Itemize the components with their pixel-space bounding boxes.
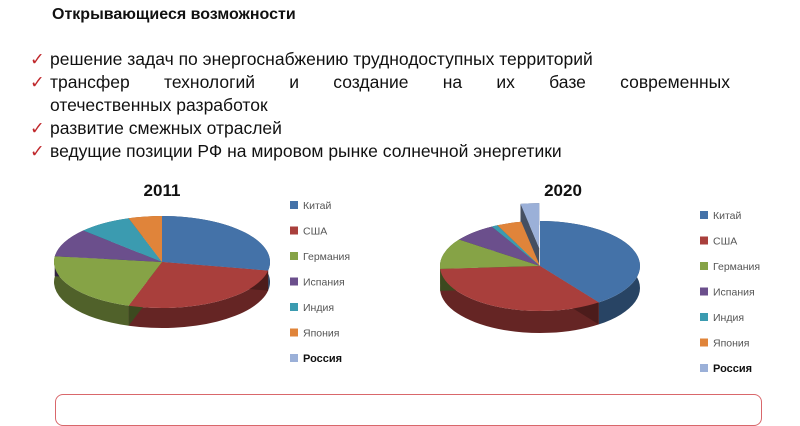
legend-swatch (700, 211, 708, 219)
pie-slice-side (128, 270, 269, 328)
pie-slice-Германия (53, 256, 163, 306)
legend-label: Испания (303, 277, 345, 289)
legend-swatch (290, 226, 298, 235)
pie-charts: 2011 Китай США Германия Испания Индия Япония Ро… (53, 181, 760, 375)
bullet-item: ✓ ведущие позиции РФ на мировом рынке сол… (30, 141, 562, 161)
legend-swatch (290, 354, 298, 362)
pie-slice-Индия (491, 225, 540, 266)
pie-slice-США (128, 262, 269, 308)
legend-label: Россия (303, 353, 342, 365)
legend-swatch (290, 252, 298, 260)
bullet-item: ✓ решение задач по энергоснабжению трудно… (30, 49, 593, 69)
legend-swatch (700, 364, 708, 372)
legend-swatch (700, 338, 708, 347)
pie-slice-Испания (459, 226, 540, 266)
checkmark-icon: ✓ (30, 49, 45, 69)
pie-slice-Япония (497, 221, 540, 266)
legend-label: Япония (303, 328, 339, 340)
checkmark-icon: ✓ (30, 118, 45, 138)
checkmark-icon: ✓ (30, 72, 45, 92)
bullet-item: ✓ развитие смежных отраслей (30, 118, 282, 138)
legend-swatch (700, 262, 708, 270)
legend-swatch (290, 277, 298, 286)
legend-swatch (700, 236, 708, 245)
pie-slice-side (53, 256, 129, 326)
pie-slice-Испания (54, 230, 163, 262)
bullet-list: ✓ решение задач по энергоснабжению трудно… (30, 48, 730, 163)
slide-title: Открывающиеся возможности (52, 6, 296, 23)
pie-slice-Япония (128, 216, 162, 262)
legend-label: Германия (303, 251, 350, 263)
chart-title: 2011 (144, 181, 181, 200)
legend-label: Германия (713, 261, 760, 273)
pie-slice-side (440, 268, 599, 333)
legend-swatch (290, 201, 298, 209)
pie-chart-2011: 2011 Китай США Германия Испания Индия Япония Ро… (53, 181, 350, 365)
legend-label: Китай (713, 210, 742, 222)
pie-chart-2020: 2020 Китай США Германия Испания Индия Япония Ро… (440, 181, 760, 375)
pie-slice-Германия (440, 239, 540, 269)
legend-label: Россия (713, 363, 752, 375)
checkmark-icon: ✓ (30, 141, 45, 161)
legend-swatch (700, 313, 708, 321)
callout-box (55, 394, 762, 426)
legend-label: Китай (303, 200, 332, 212)
bullet-item-continuation: отечественных разработок (50, 95, 268, 115)
pie-slice-Россия (520, 203, 540, 249)
legend-label: Индия (303, 302, 334, 314)
legend-swatch (290, 303, 298, 311)
legend-label: Индия (713, 312, 744, 324)
legend-label: США (713, 236, 737, 248)
legend-label: Япония (713, 338, 749, 350)
pie-slice-Индия (83, 218, 162, 262)
chart-title: 2020 (544, 181, 582, 200)
legend-label: Испания (713, 287, 755, 299)
pie-slice-Китай (540, 221, 640, 303)
legend-swatch (700, 287, 708, 296)
pie-slice-Китай (162, 216, 270, 271)
pie-slice-США (440, 266, 599, 311)
legend-swatch (290, 328, 298, 337)
bullet-item: ✓ трансфер технологий и создание на их ба… (30, 72, 730, 92)
legend-label: США (303, 226, 327, 238)
